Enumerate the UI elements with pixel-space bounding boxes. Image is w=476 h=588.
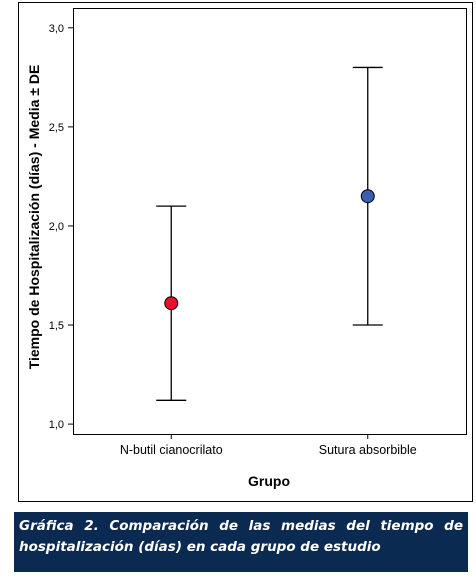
x-axis-tick-labels: N-butil cianocrilato Sutura absorbible <box>120 434 417 457</box>
chart-border <box>18 2 473 502</box>
plot-area <box>73 8 467 435</box>
x-tick-label: N-butil cianocrilato <box>120 443 223 457</box>
caption-text: Gráfica 2. Comparación de las medias del… <box>19 518 463 555</box>
y-tick-label: 2,5 <box>49 122 64 134</box>
x-axis-label: Grupo <box>248 473 290 489</box>
y-axis-ticks: 1,0 1,5 2,0 2,5 3,0 <box>49 23 73 431</box>
y-axis-label: Tiempo de Hospitalización (días) - Media… <box>26 65 42 370</box>
chart-frame: 1,0 1,5 2,0 2,5 3,0 N-butil cianocrilato Sutu… <box>18 2 473 502</box>
error-bar-chart: 1,0 1,5 2,0 2,5 3,0 N-butil cianocrilato Sutu… <box>18 2 473 502</box>
mean-point <box>164 296 179 311</box>
y-tick-label: 1,0 <box>49 419 64 431</box>
mean-point <box>360 189 375 204</box>
y-tick-label: 3,0 <box>49 23 64 35</box>
x-tick-label: Sutura absorbible <box>319 443 417 457</box>
y-tick-label: 1,5 <box>49 320 64 332</box>
figure-caption: Gráfica 2. Comparación de las medias del… <box>14 512 468 572</box>
chart-marks <box>156 66 383 401</box>
y-tick-label: 2,0 <box>49 221 64 233</box>
